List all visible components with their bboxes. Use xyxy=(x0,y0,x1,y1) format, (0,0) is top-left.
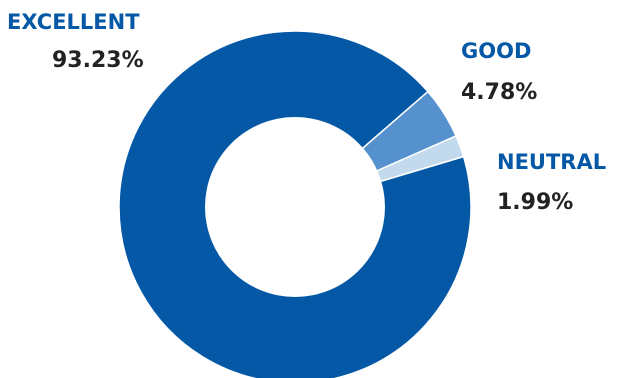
slice-label-excellent: EXCELLENT xyxy=(7,12,140,33)
slice-label-good: GOOD xyxy=(461,41,531,62)
slice-value-neutral: 1.99% xyxy=(497,192,573,214)
donut-hole xyxy=(205,117,385,297)
slice-label-neutral: NEUTRAL xyxy=(497,152,606,173)
slice-value-good: 4.78% xyxy=(461,82,537,104)
slice-value-excellent: 93.23% xyxy=(52,50,144,72)
